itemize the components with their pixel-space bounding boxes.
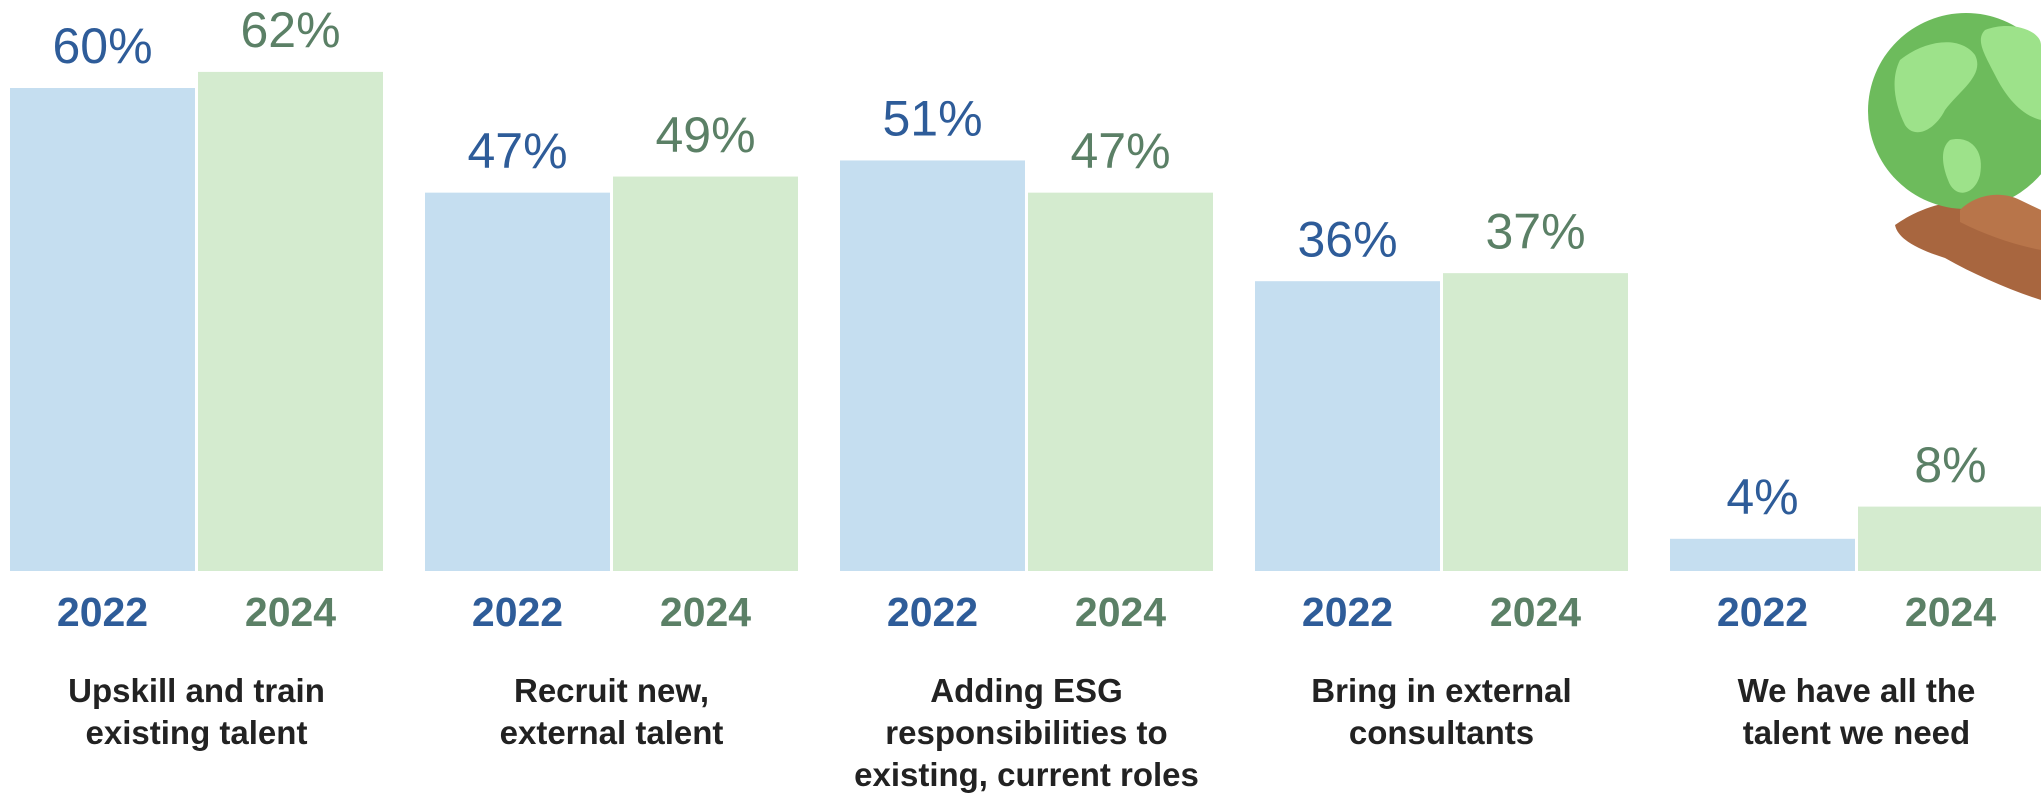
bar [840,160,1025,571]
year-label: 2024 [1490,589,1581,635]
year-label: 2022 [57,589,148,635]
bar [10,88,195,571]
value-label: 62% [240,2,340,58]
value-label: 36% [1297,211,1397,267]
value-label: 60% [52,18,152,74]
bar [1028,193,1213,571]
bar [1443,273,1628,571]
year-label: 2024 [245,589,336,635]
year-label: 2022 [887,589,978,635]
bar [613,177,798,571]
bar [1255,281,1440,571]
bar [198,72,383,571]
category-label: We have all the talent we need [1657,670,2041,754]
year-label: 2024 [660,589,751,635]
category-label: Recruit new, external talent [412,670,812,754]
bar [1670,539,1855,571]
bar [1858,507,2041,571]
year-label: 2024 [1905,589,1996,635]
value-label: 37% [1485,203,1585,259]
value-label: 8% [1914,437,1986,493]
value-label: 49% [655,107,755,163]
globe-illustration [1868,13,2041,300]
year-label: 2022 [1717,589,1808,635]
year-label: 2022 [1302,589,1393,635]
category-label: Upskill and train existing talent [0,670,397,754]
year-label: 2022 [472,589,563,635]
value-label: 47% [1070,123,1170,179]
category-label: Adding ESG responsibilities to existing,… [827,670,1227,796]
value-label: 47% [467,123,567,179]
value-label: 4% [1726,469,1798,525]
bar [425,193,610,571]
value-label: 51% [882,91,982,147]
category-label: Bring in external consultants [1242,670,1642,754]
year-label: 2024 [1075,589,1166,635]
